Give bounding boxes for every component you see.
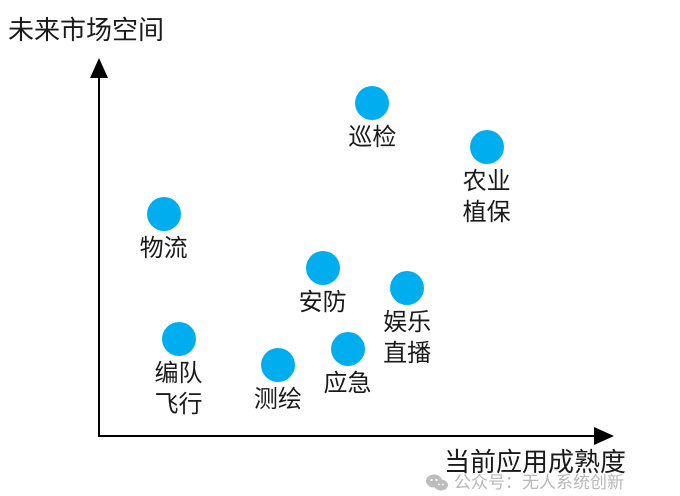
label-line: 编队 (154, 358, 203, 387)
data-point (390, 271, 425, 306)
wechat-icon (426, 474, 448, 491)
label-line: 安防 (298, 288, 347, 316)
data-point (469, 130, 504, 165)
data-point (355, 86, 390, 121)
data-point (260, 348, 295, 383)
label-line: 直播 (383, 339, 432, 368)
label-line: 娱乐 (383, 308, 432, 337)
label-line: 物流 (139, 234, 188, 263)
data-point-label: 编队 飞行 (155, 358, 203, 420)
data-point (330, 331, 365, 366)
label-line: 农业 (462, 167, 511, 196)
x-axis-arrow-icon (594, 427, 614, 445)
data-point-label: 农业 植保 (463, 166, 511, 228)
label-line: 应急 (323, 368, 372, 397)
data-point (161, 321, 196, 356)
data-point-label: 娱乐 直播 (383, 307, 431, 369)
watermark-text: 公众号：无人系统创新 (454, 473, 624, 493)
data-point-label: 物流 (140, 233, 188, 264)
data-point (305, 251, 340, 285)
data-point-label: 测绘 (254, 384, 302, 415)
data-point-label: 安防 (299, 287, 347, 318)
label-line: 植保 (462, 198, 511, 227)
data-point-label: 巡检 (348, 122, 396, 153)
label-line: 测绘 (253, 385, 302, 414)
y-axis-title: 未来市场空间 (8, 16, 165, 46)
data-point-label: 应急 (324, 368, 372, 399)
data-point (146, 197, 181, 232)
label-line: 巡检 (348, 123, 397, 152)
watermark: 公众号：无人系统创新 (426, 468, 624, 493)
y-axis-arrow-icon (90, 58, 108, 78)
x-axis-title: 当前应用成熟度 (444, 448, 627, 478)
label-line: 飞行 (154, 389, 203, 418)
